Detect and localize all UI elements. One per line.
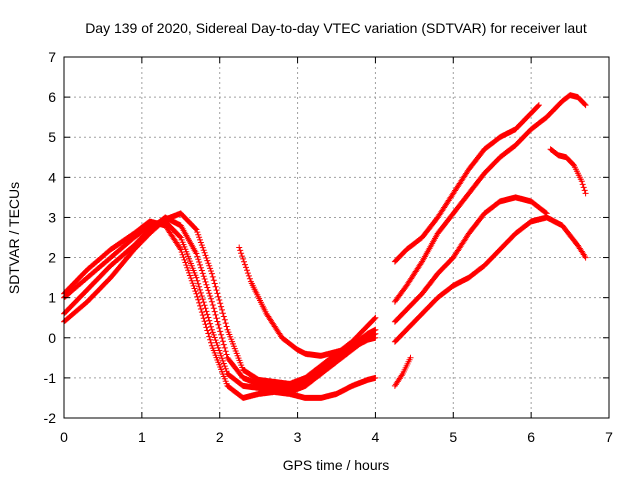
series-sat-e: [236, 244, 379, 359]
y-tick-label: 3: [48, 209, 56, 225]
y-tick-label: 1: [48, 290, 56, 306]
y-tick-label: 6: [48, 89, 56, 105]
x-axis-title: GPS time / hours: [283, 457, 390, 473]
series-markers: [391, 354, 414, 389]
x-tick-label: 2: [216, 429, 224, 445]
series-sat-g: [391, 92, 589, 305]
y-tick-label: 4: [48, 169, 56, 185]
series-sat-f: [391, 102, 542, 265]
series-sat-i: [391, 214, 589, 345]
series-markers: [236, 244, 379, 359]
series-sat-h: [391, 194, 550, 325]
chart-title: Day 139 of 2020, Sidereal Day-to-day VTE…: [85, 20, 587, 36]
y-tick-label: 5: [48, 129, 56, 145]
y-axis-title: SDTVAR / TECUs: [6, 182, 22, 294]
series-markers: [547, 146, 589, 197]
x-tick-label: 5: [449, 429, 457, 445]
x-tick-label: 6: [527, 429, 535, 445]
y-tick-label: -2: [44, 410, 57, 426]
series-sat-k: [391, 354, 414, 389]
y-tick-label: -1: [44, 370, 57, 386]
x-tick-label: 3: [294, 429, 302, 445]
y-tick-label: 0: [48, 330, 56, 346]
series-markers: [391, 194, 550, 325]
x-tick-label: 0: [60, 429, 68, 445]
x-tick-label: 4: [372, 429, 380, 445]
data-points: [61, 92, 589, 401]
series-sat-j: [547, 146, 589, 197]
y-tick-label: 7: [48, 49, 56, 65]
series-markers: [391, 102, 542, 265]
axis-ticks: 0 1 2 3 4 5 6 7 -2 -1 0 1 2 3 4 5 6 7: [44, 49, 614, 445]
x-tick-label: 7: [605, 429, 613, 445]
series-markers: [391, 92, 589, 305]
plot-frame: [63, 56, 610, 419]
y-tick-label: 2: [48, 250, 56, 266]
series-markers: [391, 214, 589, 345]
grid-lines: [64, 57, 609, 418]
x-tick-label: 1: [138, 429, 146, 445]
